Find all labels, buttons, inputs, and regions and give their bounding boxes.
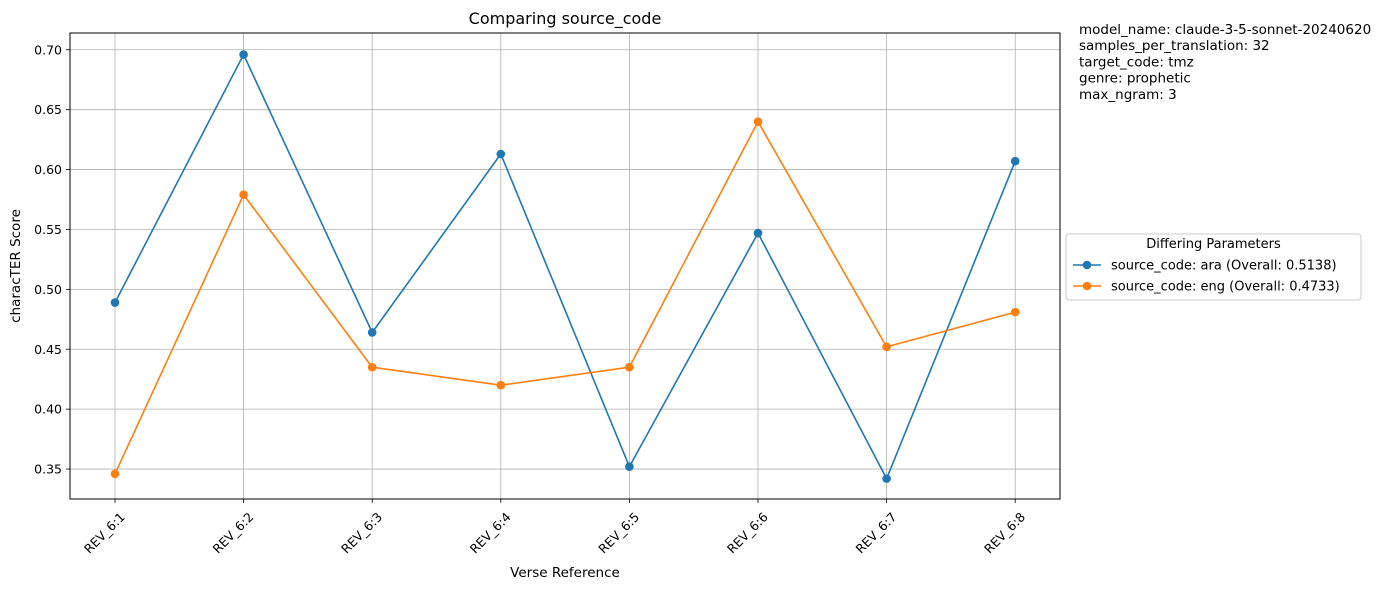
series-layer [110,50,1020,483]
legend-title: Differing Parameters [1146,237,1281,252]
parameter-info-line: genre: prophetic [1079,71,1191,87]
y-tick-label: 0.45 [34,342,62,357]
y-axis-label: characTER Score [8,209,24,323]
data-point [625,362,634,372]
series-1 [110,50,1020,483]
parameter-info-line: model_name: claude-3-5-sonnet-20240620 [1079,22,1371,38]
chart-title: Comparing source_code [469,9,662,29]
data-point [239,190,248,200]
legend-marker [1082,260,1092,270]
legend-label: source_code: eng (Overall: 0.4733) [1111,280,1340,295]
data-point [110,298,120,307]
parameter-info-line: max_ngram: 3 [1079,87,1177,103]
legend: Differing Parameters source_code: ara (O… [1065,233,1362,301]
legend-entry: source_code: ara (Overall: 0.5138) [1073,259,1337,274]
parameter-info-line: samples_per_translation: 32 [1079,38,1270,54]
data-point [625,462,634,471]
y-tick-label: 0.50 [34,282,62,297]
legend-entry: source_code: eng (Overall: 0.4733) [1073,280,1340,295]
legend-box [1065,233,1362,301]
y-tick-label: 0.65 [34,102,62,117]
y-tick-label: 0.40 [34,402,62,417]
plot-frame [69,32,1061,500]
y-axis-ticks: 0.35 0.40 0.45 0.50 0.55 0.60 0.65 0.70 [34,42,70,477]
data-point [239,50,248,59]
data-point [882,342,891,352]
data-point [1010,307,1020,317]
data-point [753,117,763,126]
legend-marker [1082,281,1092,291]
data-point [496,149,506,159]
parameter-info-line: target_code: tmz [1079,54,1194,70]
series-2 [110,117,1020,479]
y-tick-label: 0.60 [34,162,62,177]
data-point [753,228,763,238]
grid-lines [70,33,1060,499]
legend-entries: source_code: ara (Overall: 0.5138) source… [1073,259,1340,295]
data-point [367,328,377,337]
y-tick-label: 0.70 [34,42,62,57]
data-point [882,474,891,483]
parameter-info-block: model_name: claude-3-5-sonnet-20240620sa… [1079,22,1371,103]
y-tick-label: 0.35 [34,462,62,477]
series-line [114,53,1016,480]
legend-label: source_code: ara (Overall: 0.5138) [1111,259,1337,274]
data-point [496,380,506,390]
x-axis-label: Verse Reference [510,565,620,581]
data-point [1010,156,1020,166]
y-tick-label: 0.55 [34,222,62,237]
data-point [110,469,120,479]
data-point [367,362,377,372]
series-line [114,120,1016,475]
